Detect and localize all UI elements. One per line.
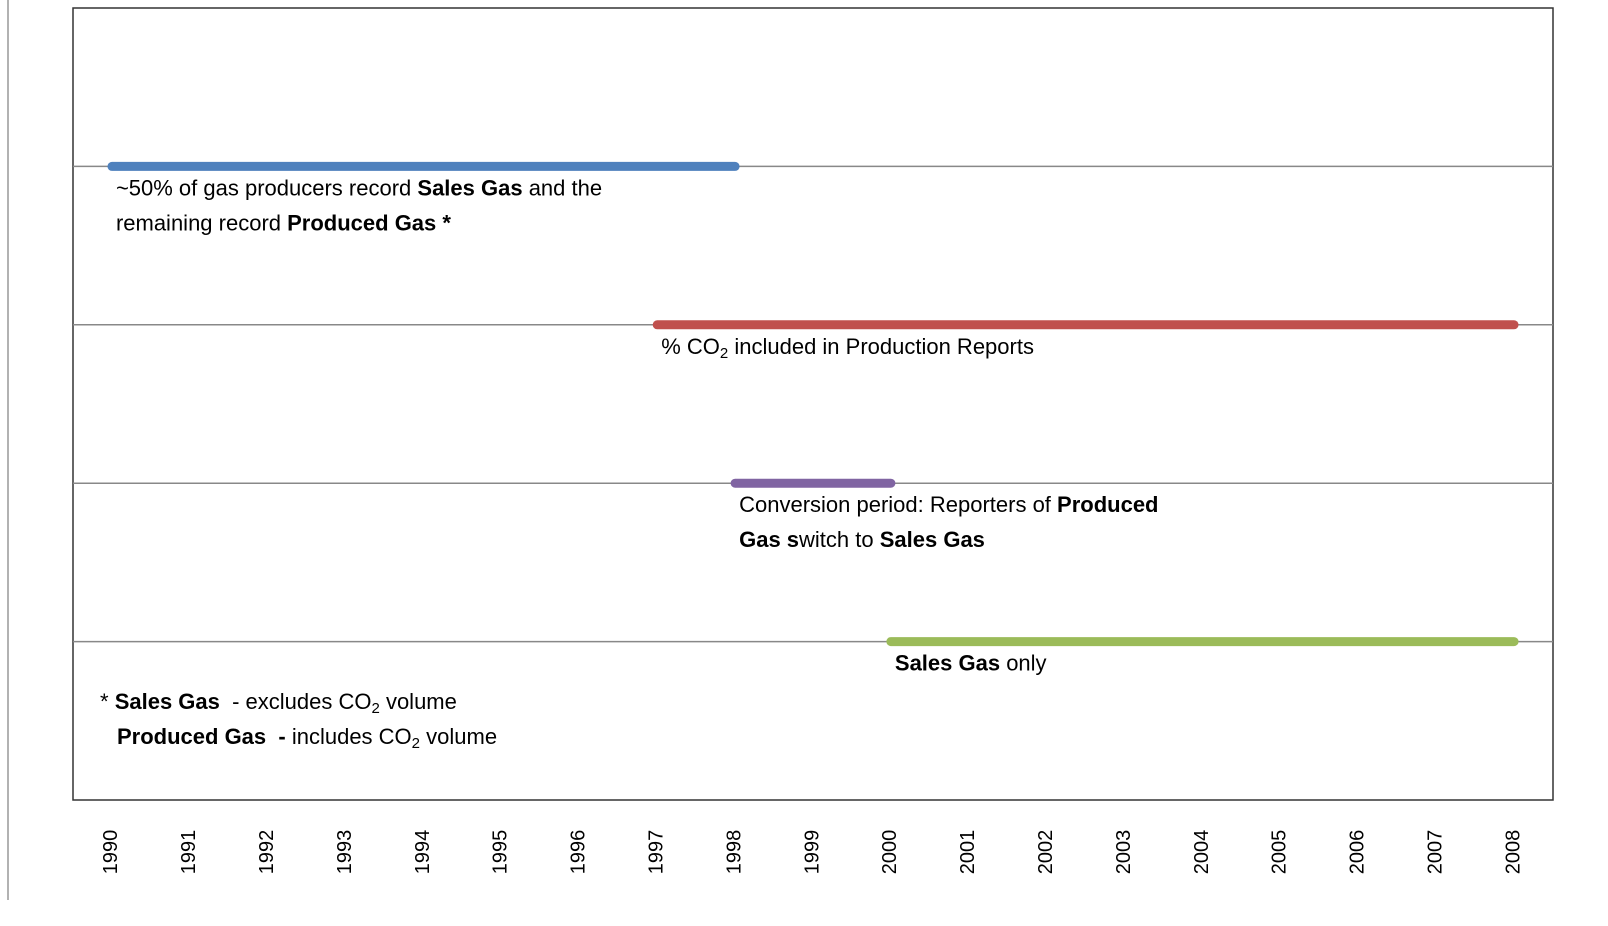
- footnote-run: volume: [380, 689, 457, 714]
- span-label-run: Sales Gas: [895, 650, 1000, 675]
- footnote-run: - excludes CO: [220, 689, 372, 714]
- x-tick-label: 1993: [334, 830, 356, 875]
- x-tick-label: 1996: [568, 830, 590, 875]
- span-label-run: Produced Gas *: [287, 210, 451, 235]
- plot-area: [72, 7, 1554, 801]
- span-label-run: % CO: [661, 334, 720, 359]
- footnote-run: 2: [412, 735, 420, 752]
- span-label: % CO2 included in Production Reports: [661, 334, 1034, 362]
- footnote-run: Produced Gas -: [117, 724, 286, 749]
- footnote-run: includes CO: [286, 724, 412, 749]
- span-label: Gas switch to Sales Gas: [739, 527, 985, 552]
- x-tick-label: 2000: [879, 830, 901, 875]
- x-tick-label: 1999: [801, 830, 823, 875]
- x-tick-label: 2005: [1269, 830, 1291, 875]
- span-label: ~50% of gas producers record Sales Gas a…: [116, 175, 602, 200]
- footnote: Produced Gas - includes CO2 volume: [117, 724, 497, 752]
- span-label-run: included in Production Reports: [728, 334, 1034, 359]
- footnote: * Sales Gas - excludes CO2 volume: [100, 689, 457, 717]
- span-label-run: Sales Gas: [417, 175, 522, 200]
- span-label-run: Sales Gas: [880, 527, 985, 552]
- footnote-run: *: [100, 689, 115, 714]
- span-label-run: 2: [720, 345, 728, 362]
- x-tick-label: 1994: [412, 830, 434, 875]
- span-label: remaining record Produced Gas *: [116, 210, 451, 235]
- span-label-run: only: [1000, 650, 1046, 675]
- x-tick-label: 1995: [490, 830, 512, 875]
- span-label-run: and the: [523, 175, 603, 200]
- footnote-run: 2: [371, 700, 379, 717]
- x-tick-label: 1992: [256, 830, 278, 875]
- x-tick-label: 2008: [1502, 830, 1524, 875]
- span-label-run: remaining record: [116, 210, 287, 235]
- span-label-run: Gas s: [739, 527, 799, 552]
- footnote-run: Sales Gas: [115, 689, 220, 714]
- x-tick-label: 2003: [1113, 830, 1135, 875]
- span-label: Conversion period: Reporters of Produced: [739, 492, 1158, 517]
- footnote-run: volume: [420, 724, 497, 749]
- span-label-run: Produced: [1057, 492, 1158, 517]
- x-tick-label: 2001: [957, 830, 979, 875]
- x-tick-label: 2002: [1035, 830, 1057, 875]
- x-tick-label: 1991: [178, 830, 200, 875]
- span-label-run: witch to: [798, 527, 880, 552]
- x-tick-label: 2004: [1191, 830, 1213, 875]
- span-label-run: Conversion period: Reporters of: [739, 492, 1057, 517]
- span-label-run: ~50% of gas producers record: [116, 175, 417, 200]
- x-tick-label: 1997: [645, 830, 667, 875]
- span-label: Sales Gas only: [895, 650, 1047, 675]
- x-tick-label: 2006: [1347, 830, 1369, 875]
- x-tick-label: 2007: [1424, 830, 1446, 875]
- x-tick-label: 1990: [100, 830, 122, 875]
- x-tick-label: 1998: [723, 830, 745, 875]
